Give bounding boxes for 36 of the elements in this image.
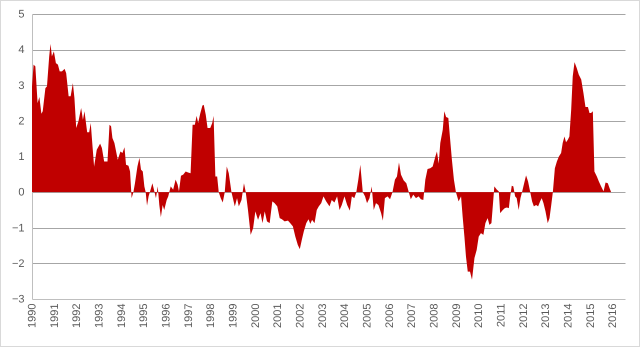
y-tick-label: −2 bbox=[12, 258, 24, 270]
x-tick-label: 1992 bbox=[71, 304, 84, 328]
x-tick-label: 1990 bbox=[26, 304, 38, 328]
x-tick-label: 2013 bbox=[540, 304, 552, 328]
x-tick-label: 2006 bbox=[384, 304, 396, 328]
y-tick-label: 2 bbox=[18, 115, 24, 128]
x-tick-label: 2015 bbox=[584, 304, 597, 328]
x-tick-label: 1993 bbox=[94, 304, 106, 328]
x-tick-label: 1997 bbox=[182, 304, 195, 328]
x-tick-label: 2000 bbox=[250, 304, 262, 328]
x-tick-label: 2007 bbox=[406, 304, 418, 328]
x-tick-label: 1996 bbox=[160, 304, 173, 328]
x-tick-label: 1991 bbox=[48, 304, 61, 328]
x-tick-label: 2016 bbox=[607, 304, 620, 328]
y-tick-label: −3 bbox=[12, 294, 24, 306]
x-tick-label: 2009 bbox=[450, 304, 463, 328]
y-tick-label: 4 bbox=[18, 44, 24, 56]
x-tick-label: 2011 bbox=[496, 304, 508, 328]
y-tick-label: 0 bbox=[18, 186, 24, 199]
y-tick-label: −1 bbox=[12, 222, 24, 234]
y-tick-label: 3 bbox=[18, 80, 24, 92]
x-tick-label: 2014 bbox=[562, 304, 575, 328]
y-tick-label: 1 bbox=[18, 151, 24, 163]
x-tick-label: 2008 bbox=[428, 304, 441, 328]
x-tick-label: 1998 bbox=[205, 304, 218, 328]
x-tick-label: 2004 bbox=[339, 304, 352, 328]
x-tick-label: 1994 bbox=[116, 304, 128, 328]
x-tick-label: 2010 bbox=[473, 304, 486, 328]
x-tick-label: 1995 bbox=[138, 304, 150, 328]
x-tick-label: 1999 bbox=[228, 304, 240, 328]
y-tick-label: 5 bbox=[18, 8, 24, 20]
x-tick-label: 2005 bbox=[362, 304, 374, 328]
x-tick-label: 2012 bbox=[518, 304, 530, 328]
x-tick-label: 2002 bbox=[294, 304, 307, 328]
x-tick-label: 2001 bbox=[272, 304, 284, 328]
x-tick-label: 2003 bbox=[316, 304, 329, 328]
